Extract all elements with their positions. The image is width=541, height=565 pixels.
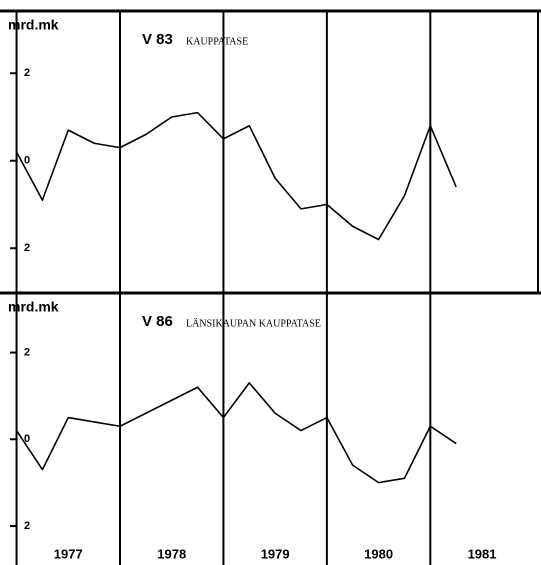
x-tick-label: 1977 <box>54 546 83 561</box>
y-tick-label: 2 <box>24 520 30 532</box>
chart-subtitle: KAUPPATASE <box>186 36 248 47</box>
chart-title: V 86 <box>142 313 173 330</box>
y-tick-label: 2 <box>24 242 30 254</box>
chart-title: V 83 <box>142 31 173 48</box>
y-axis-label: mrd.mk <box>8 299 59 315</box>
chart-subtitle: LÄNSIKAUPAN KAUPPATASE <box>186 317 321 329</box>
y-tick-label: 0 <box>24 433 30 445</box>
y-tick-label: 2 <box>24 67 30 79</box>
y-tick-label: 2 <box>24 346 30 358</box>
data-line <box>15 382 457 484</box>
x-tick-label: 1979 <box>261 546 290 561</box>
y-axis-label: mrd.mk <box>8 17 59 33</box>
x-tick-label: 1980 <box>364 546 393 561</box>
data-line <box>15 111 457 241</box>
y-tick-label: 0 <box>24 155 30 167</box>
x-tick-label: 1981 <box>468 546 497 561</box>
x-tick-label: 1978 <box>157 546 186 561</box>
